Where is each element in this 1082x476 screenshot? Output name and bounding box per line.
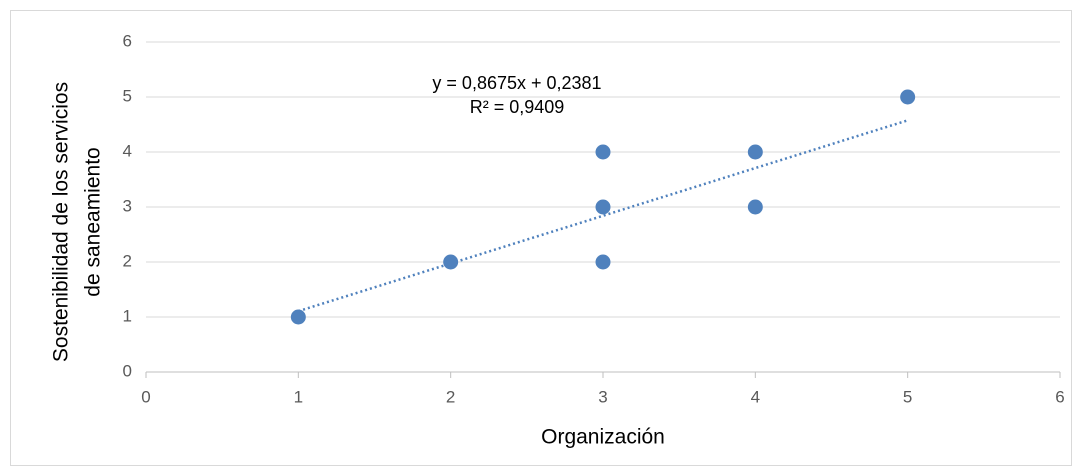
point (747, 144, 763, 160)
x-tick-label: 3 (598, 387, 607, 406)
y-tick-label: 5 (123, 86, 132, 105)
y-axis-label: Sostenibilidad de los servicios (50, 82, 73, 362)
y-tick-label: 0 (123, 361, 132, 380)
x-tick-label: 6 (1055, 387, 1064, 406)
point (290, 309, 306, 325)
y-tick-label: 6 (123, 31, 132, 50)
y-axis-label: de saneamiento (82, 147, 105, 296)
y-tick-label: 1 (123, 306, 132, 325)
point (595, 144, 611, 160)
x-tick-label: 1 (294, 387, 303, 406)
point (595, 254, 611, 270)
x-axis-label: Organización (541, 426, 665, 449)
x-tick-label: 2 (446, 387, 455, 406)
y-tick-label: 3 (123, 196, 132, 215)
x-tick-label: 4 (751, 387, 760, 406)
point (595, 199, 611, 215)
point (747, 199, 763, 215)
trendline (297, 119, 909, 313)
chart-frame (10, 10, 1072, 466)
point (900, 89, 916, 105)
x-tick-label: 5 (903, 387, 912, 406)
y-tick-label: 2 (123, 251, 132, 270)
x-tick-label: 0 (141, 387, 150, 406)
trendline-r2: R² = 0,9409 (470, 97, 565, 117)
y-tick-label: 4 (123, 141, 132, 160)
trendline-equation: y = 0,8675x + 0,2381 (432, 73, 601, 93)
